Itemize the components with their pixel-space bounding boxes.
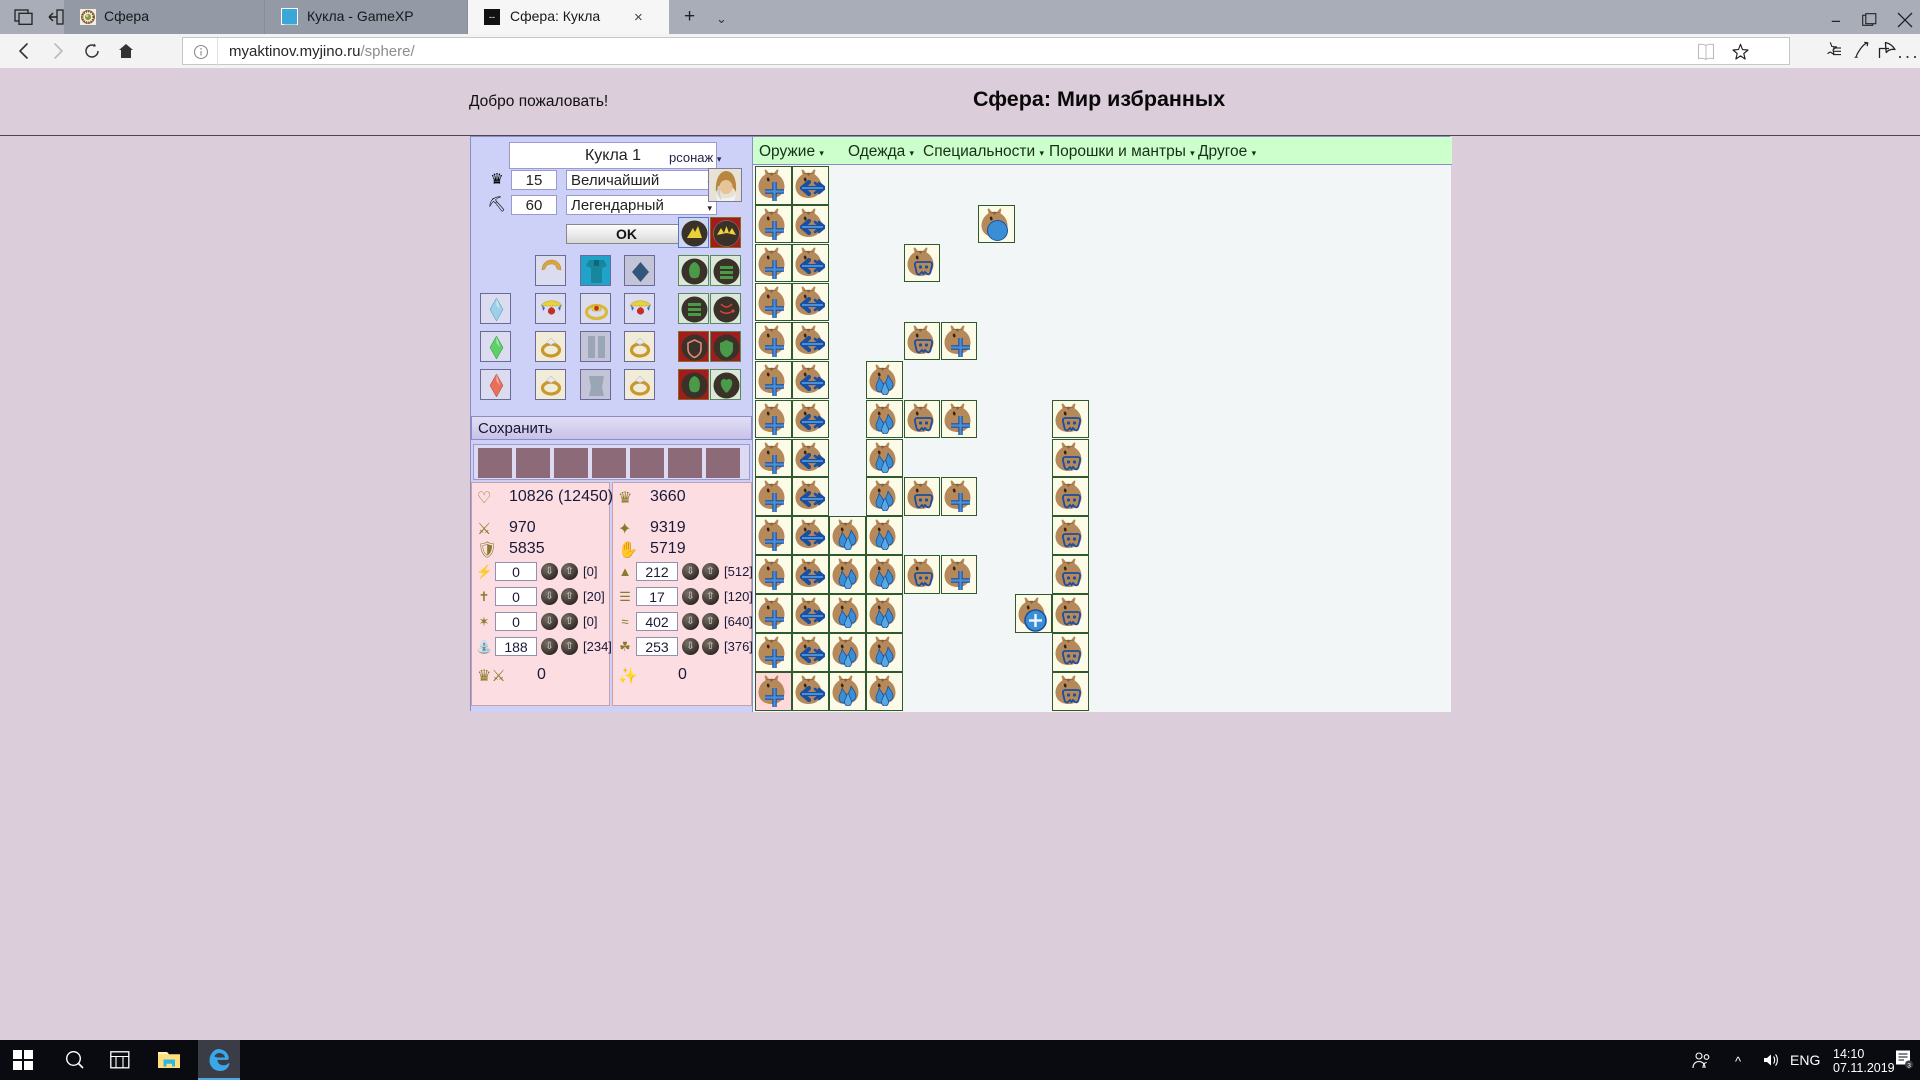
svg-text:3: 3 [1907, 1062, 1911, 1069]
